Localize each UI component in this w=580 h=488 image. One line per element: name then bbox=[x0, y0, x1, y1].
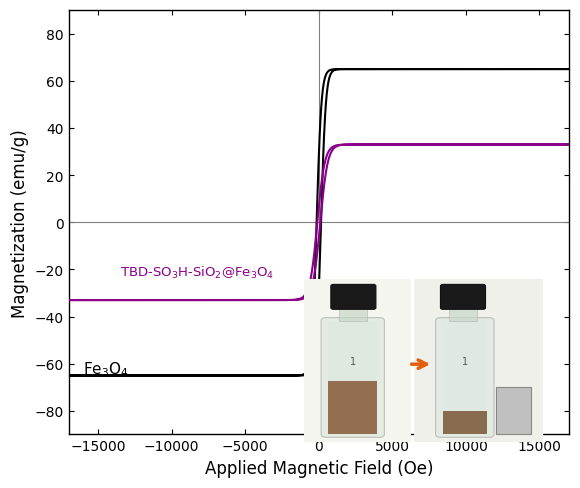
Bar bbox=[443, 411, 487, 434]
Bar bbox=[414, 280, 543, 443]
Y-axis label: Magnetization (emu/g): Magnetization (emu/g) bbox=[11, 129, 29, 317]
FancyBboxPatch shape bbox=[321, 318, 385, 437]
Bar bbox=[328, 381, 377, 434]
Text: Fe$_3$O$_4$: Fe$_3$O$_4$ bbox=[84, 359, 129, 378]
FancyBboxPatch shape bbox=[436, 318, 494, 437]
Bar bbox=[328, 321, 377, 381]
Bar bbox=[449, 308, 477, 321]
Text: 1: 1 bbox=[350, 356, 356, 366]
Text: 1: 1 bbox=[462, 356, 468, 366]
Bar bbox=[339, 308, 367, 321]
FancyBboxPatch shape bbox=[440, 285, 485, 310]
Bar bbox=[443, 321, 487, 411]
X-axis label: Applied Magnetic Field (Oe): Applied Magnetic Field (Oe) bbox=[205, 459, 433, 477]
FancyBboxPatch shape bbox=[331, 285, 376, 310]
Bar bbox=[496, 387, 531, 434]
Bar bbox=[304, 280, 411, 443]
Text: TBD-SO$_3$H-SiO$_2$@Fe$_3$O$_4$: TBD-SO$_3$H-SiO$_2$@Fe$_3$O$_4$ bbox=[120, 264, 274, 280]
